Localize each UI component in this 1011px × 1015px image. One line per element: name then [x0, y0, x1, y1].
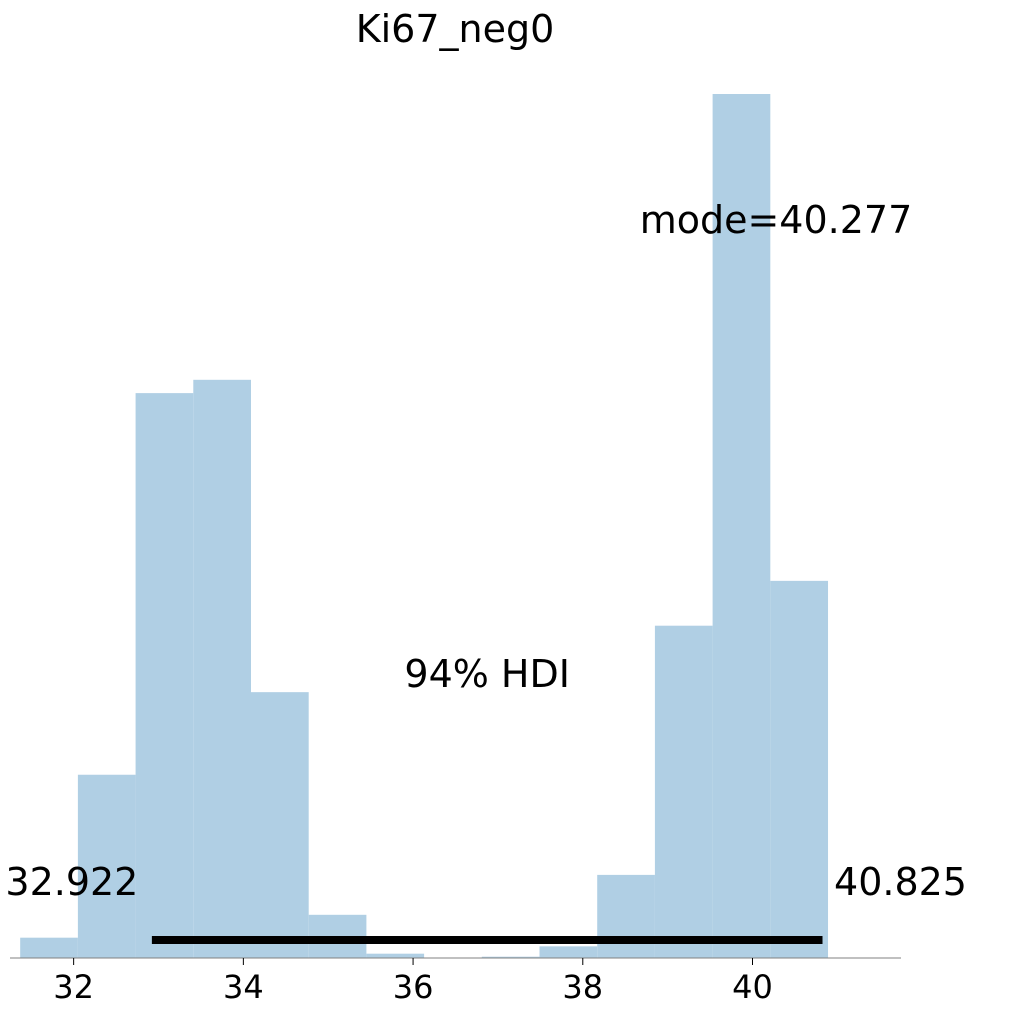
- mode-label: mode=40.277: [640, 198, 913, 242]
- histogram-bar: [250, 692, 309, 958]
- x-tick-label: 36: [393, 968, 434, 1006]
- histogram-bar: [135, 393, 194, 958]
- histogram-bar: [770, 580, 829, 958]
- bars-layer: [20, 94, 829, 959]
- histogram-bar: [20, 937, 78, 958]
- chart-title: Ki67_neg0: [356, 7, 555, 51]
- x-ticks-layer: 32 34 36 38 40: [53, 958, 773, 1006]
- histogram-bar: [481, 956, 540, 958]
- hdi-high-label: 40.825: [834, 860, 967, 904]
- x-tick-label: 32: [53, 968, 94, 1006]
- histogram-bar: [77, 774, 136, 958]
- hdi-low-label: 32.922: [5, 860, 138, 904]
- x-tick-label: 34: [223, 968, 264, 1006]
- histogram-bar: [654, 625, 713, 958]
- histogram-bar: [539, 946, 598, 958]
- x-tick-label: 38: [562, 968, 603, 1006]
- histogram-bar: [193, 379, 251, 959]
- histogram-bar: [712, 94, 771, 958]
- histogram-bar: [597, 874, 655, 958]
- hdi-label: 94% HDI: [404, 652, 570, 696]
- histogram-bar: [366, 953, 425, 958]
- x-tick-label: 40: [732, 968, 773, 1006]
